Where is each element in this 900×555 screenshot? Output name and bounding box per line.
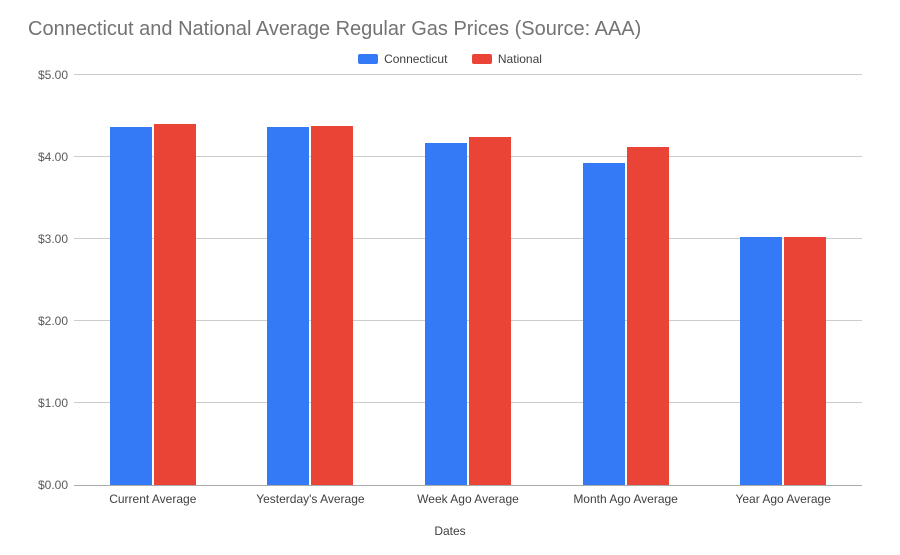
legend-item-national: National [472,52,542,66]
y-label-4: $4.00 [24,150,68,164]
x-label-4: Year Ago Average [704,492,862,506]
legend-label-connecticut: Connecticut [384,52,447,66]
y-label-5: $5.00 [24,68,68,82]
x-label-1: Yesterday's Average [232,492,390,506]
x-label-2: Week Ago Average [389,492,547,506]
bar-group-4 [704,75,862,485]
bar-connecticut-0 [110,127,152,485]
x-label-0: Current Average [74,492,232,506]
x-axis-title: Dates [28,524,872,538]
chart-legend: Connecticut National [28,51,872,69]
bar-group-0 [74,75,232,485]
plot-area: $5.00 $4.00 $3.00 $2.00 $1.00 $0.00 [74,75,862,486]
y-label-0: $0.00 [24,478,68,492]
bar-national-3 [627,147,669,485]
bar-connecticut-1 [267,127,309,485]
bar-national-4 [784,237,826,485]
bar-connecticut-3 [583,163,625,485]
legend-swatch-connecticut [358,54,378,64]
chart-title: Connecticut and National Average Regular… [28,18,872,41]
bar-national-1 [311,126,353,485]
y-label-2: $2.00 [24,314,68,328]
bars-container [74,75,862,485]
y-label-3: $3.00 [24,232,68,246]
bar-connecticut-2 [425,143,467,485]
bar-national-2 [469,137,511,485]
bar-connecticut-4 [740,237,782,485]
bar-national-0 [154,124,196,485]
x-axis-labels: Current Average Yesterday's Average Week… [74,492,862,506]
bar-group-2 [389,75,547,485]
legend-label-national: National [498,52,542,66]
y-label-1: $1.00 [24,396,68,410]
bar-group-1 [232,75,390,485]
gas-price-chart: Connecticut and National Average Regular… [0,0,900,555]
legend-swatch-national [472,54,492,64]
legend-item-connecticut: Connecticut [358,52,447,66]
x-label-3: Month Ago Average [547,492,705,506]
bar-group-3 [547,75,705,485]
